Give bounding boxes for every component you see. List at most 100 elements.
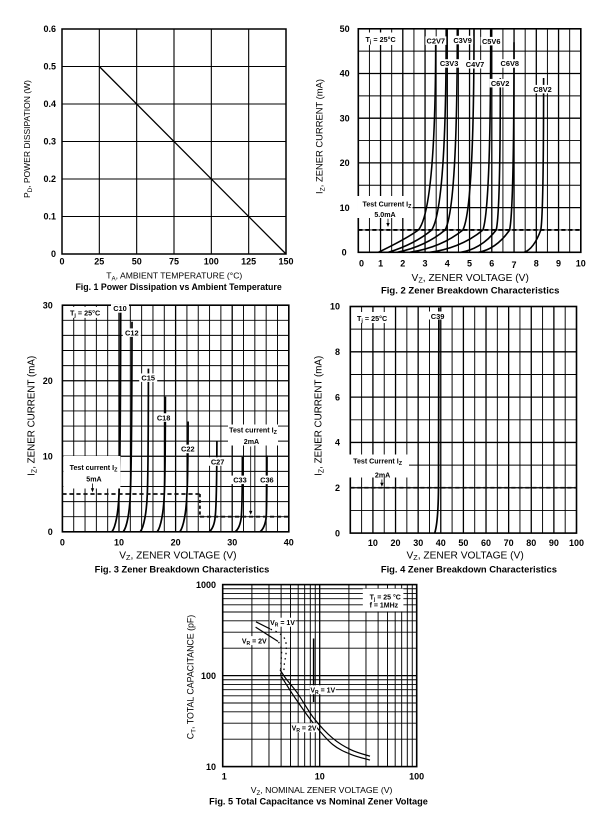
- svg-text:Test current IZ: Test current IZ: [229, 426, 277, 436]
- svg-text:20: 20: [340, 158, 350, 168]
- svg-text:VZ, ZENER VOLTAGE (V): VZ, ZENER VOLTAGE (V): [119, 550, 236, 562]
- svg-text:0.2: 0.2: [43, 174, 56, 184]
- svg-text:100: 100: [204, 257, 219, 267]
- svg-text:Fig. 3 Zener Breakdown Charac: Fig. 3 Zener Breakdown Characteristics: [95, 564, 270, 574]
- svg-text:1000: 1000: [196, 580, 216, 590]
- svg-text:100: 100: [201, 671, 216, 681]
- svg-text:0: 0: [51, 249, 56, 259]
- svg-text:C6V2: C6V2: [491, 79, 510, 88]
- svg-text:20: 20: [390, 538, 400, 548]
- svg-text:0: 0: [335, 528, 340, 538]
- svg-text:10: 10: [315, 771, 325, 781]
- svg-text:4: 4: [335, 438, 340, 448]
- svg-text:10: 10: [43, 452, 53, 462]
- svg-text:Tj = 25°C: Tj = 25°C: [366, 35, 396, 46]
- svg-text:Fig. 1 Power Dissipation vs A: Fig. 1 Power Dissipation vs Ambient Temp…: [75, 282, 281, 292]
- svg-text:8: 8: [534, 259, 539, 269]
- svg-text:0: 0: [60, 537, 65, 547]
- svg-text:0: 0: [59, 257, 64, 267]
- svg-text:1: 1: [222, 771, 227, 781]
- svg-text:2mA: 2mA: [244, 438, 259, 446]
- svg-text:60: 60: [481, 538, 491, 548]
- svg-text:C8V2: C8V2: [533, 85, 552, 94]
- svg-text:50: 50: [458, 538, 468, 548]
- svg-text:50: 50: [340, 24, 350, 34]
- svg-text:VZ, ZENER VOLTAGE (V): VZ, ZENER VOLTAGE (V): [412, 273, 529, 285]
- svg-text:Tj = 25°C: Tj = 25°C: [70, 308, 100, 319]
- svg-text:6: 6: [335, 392, 340, 402]
- svg-text:50: 50: [132, 257, 142, 267]
- svg-text:40: 40: [284, 537, 294, 547]
- svg-text:IZ, ZENER CURRENT (mA): IZ, ZENER CURRENT (mA): [314, 79, 327, 194]
- svg-text:C4V7: C4V7: [466, 60, 485, 69]
- svg-text:Test current IZ: Test current IZ: [70, 464, 118, 474]
- svg-text:20: 20: [171, 537, 181, 547]
- svg-text:6: 6: [489, 259, 494, 269]
- svg-text:C5V6: C5V6: [482, 37, 501, 46]
- svg-text:9: 9: [556, 259, 561, 269]
- svg-text:Tj = 25 °C: Tj = 25 °C: [370, 593, 401, 602]
- svg-text:VR = 1V: VR = 1V: [270, 620, 295, 628]
- svg-text:C3V3: C3V3: [440, 59, 459, 68]
- svg-text:C18: C18: [157, 413, 171, 422]
- svg-text:C33: C33: [233, 476, 247, 485]
- svg-text:C27: C27: [211, 457, 225, 466]
- svg-text:10: 10: [206, 762, 216, 772]
- svg-text:20: 20: [43, 376, 53, 386]
- svg-text:0: 0: [359, 259, 364, 269]
- svg-text:10: 10: [330, 302, 340, 312]
- svg-text:4: 4: [445, 259, 450, 269]
- svg-text:5.0mA: 5.0mA: [374, 211, 395, 219]
- svg-text:TA, AMBIENT TEMPERATURE (°C): TA, AMBIENT TEMPERATURE (°C): [106, 271, 242, 283]
- svg-text:0.3: 0.3: [43, 137, 56, 147]
- svg-text:0: 0: [342, 248, 347, 258]
- svg-text:VR = 2V: VR = 2V: [292, 726, 317, 734]
- svg-text:f = 1MHz: f = 1MHz: [370, 602, 399, 609]
- svg-text:30: 30: [43, 300, 53, 310]
- svg-text:125: 125: [241, 257, 256, 267]
- svg-text:40: 40: [340, 69, 350, 79]
- svg-text:IZ, ZENER CURRENT (mA): IZ, ZENER CURRENT (mA): [27, 356, 39, 476]
- svg-text:Tj = 25°C: Tj = 25°C: [357, 314, 387, 325]
- svg-text:C15: C15: [141, 373, 155, 382]
- svg-text:3: 3: [422, 259, 427, 269]
- svg-text:C6V8: C6V8: [501, 59, 520, 68]
- svg-text:90: 90: [549, 538, 559, 548]
- svg-text:2: 2: [400, 259, 405, 269]
- svg-text:80: 80: [526, 538, 536, 548]
- svg-text:Fig. 4 Zener Breakdown Charac: Fig. 4 Zener Breakdown Characteristics: [381, 564, 557, 575]
- svg-text:C12: C12: [125, 328, 139, 337]
- svg-text:C22: C22: [181, 445, 195, 454]
- svg-text:5: 5: [467, 259, 472, 269]
- svg-text:0.5: 0.5: [43, 62, 56, 72]
- svg-text:2: 2: [335, 483, 340, 493]
- svg-text:0.6: 0.6: [43, 24, 56, 34]
- svg-text:100: 100: [409, 771, 424, 781]
- svg-text:VR = 1V: VR = 1V: [310, 688, 335, 696]
- svg-text:7: 7: [511, 260, 516, 270]
- svg-text:150: 150: [278, 257, 293, 267]
- svg-text:C2V7: C2V7: [427, 36, 446, 45]
- svg-text:2mA: 2mA: [375, 472, 390, 480]
- svg-text:CT, TOTAL CAPACITANCE (pF): CT, TOTAL CAPACITANCE (pF): [186, 615, 198, 740]
- svg-text:VZ, ZENER VOLTAGE (V): VZ, ZENER VOLTAGE (V): [406, 550, 523, 562]
- svg-text:40: 40: [436, 538, 446, 548]
- svg-text:Fig. 5 Total Capacitance vs N: Fig. 5 Total Capacitance vs Nominal Zene…: [209, 797, 428, 807]
- svg-text:75: 75: [169, 257, 179, 267]
- svg-text:25: 25: [94, 257, 104, 267]
- svg-text:Test Current IZ: Test Current IZ: [363, 200, 413, 210]
- svg-text:VZ, NOMINAL ZENER VOLTAGE (V): VZ, NOMINAL ZENER VOLTAGE (V): [251, 785, 393, 797]
- svg-text:VR = 2V: VR = 2V: [242, 638, 267, 646]
- svg-text:0.4: 0.4: [43, 99, 56, 109]
- svg-text:30: 30: [340, 113, 350, 123]
- svg-text:1: 1: [378, 259, 383, 269]
- svg-text:0: 0: [48, 527, 53, 537]
- svg-text:0.1: 0.1: [43, 212, 56, 222]
- svg-text:30: 30: [413, 538, 423, 548]
- svg-text:Fig. 2 Zener Breakdown Charac: Fig. 2 Zener Breakdown Characteristics: [381, 285, 559, 296]
- svg-text:8: 8: [335, 347, 340, 357]
- svg-text:PD, POWER DISSIPATION (W): PD, POWER DISSIPATION (W): [22, 80, 34, 198]
- svg-text:70: 70: [504, 538, 514, 548]
- svg-text:30: 30: [227, 537, 237, 547]
- svg-text:C3V9: C3V9: [453, 36, 472, 45]
